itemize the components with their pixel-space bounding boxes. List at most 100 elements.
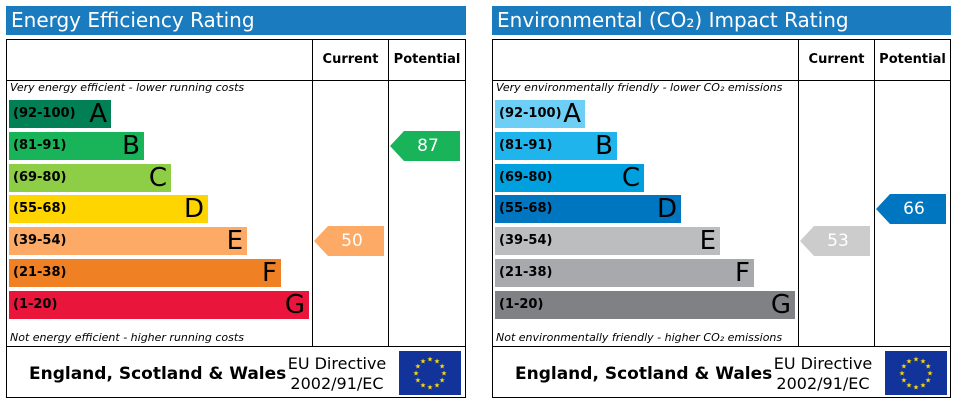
band-c: (69-80) C bbox=[9, 162, 171, 193]
star-icon: ★ bbox=[913, 384, 919, 392]
divider bbox=[874, 40, 875, 346]
potential-header: Potential bbox=[879, 52, 946, 67]
star-icon: ★ bbox=[427, 356, 433, 364]
band-letter: G bbox=[770, 289, 791, 320]
band-range: (92-100) bbox=[499, 106, 562, 121]
band-range: (21-38) bbox=[13, 265, 67, 280]
band-b: (81-91) B bbox=[9, 130, 144, 161]
star-icon: ★ bbox=[434, 382, 440, 390]
divider bbox=[493, 346, 950, 347]
band-e: (39-54) E bbox=[9, 226, 247, 257]
band-letter: G bbox=[284, 289, 305, 320]
potential-rating-arrow: 87 bbox=[390, 130, 460, 161]
band-range: (69-80) bbox=[499, 169, 553, 185]
current-rating-value: 50 bbox=[341, 231, 363, 252]
band-letter: A bbox=[563, 99, 581, 129]
chart-title: Energy Efficiency Rating bbox=[6, 6, 466, 35]
star-icon: ★ bbox=[427, 384, 433, 392]
eu-flag-icon: ★ ★ ★ ★ ★ ★ ★ ★ ★ ★ ★ ★ bbox=[399, 351, 461, 395]
potential-rating-value: 66 bbox=[903, 199, 925, 220]
eu-stars-icon: ★ ★★★★★★★★★★★ bbox=[413, 356, 447, 392]
band-g: (1-20) G bbox=[495, 289, 795, 320]
divider bbox=[493, 80, 950, 81]
star-icon: ★ bbox=[441, 370, 447, 378]
band-letter: B bbox=[122, 130, 140, 161]
top-note: Very energy efficient - lower running co… bbox=[10, 81, 245, 94]
star-icon: ★ bbox=[913, 356, 919, 364]
star-icon: ★ bbox=[920, 357, 926, 365]
band-range: (55-68) bbox=[499, 201, 553, 217]
star-icon: ★ bbox=[434, 357, 440, 365]
band-range: (81-91) bbox=[13, 137, 67, 153]
star-icon: ★ bbox=[925, 363, 931, 371]
band-letter: C bbox=[148, 162, 167, 193]
band-c: (69-80) C bbox=[495, 163, 644, 192]
star-icon: ★ bbox=[420, 382, 426, 390]
potential-rating-arrow: 66 bbox=[876, 194, 946, 225]
current-header: Current bbox=[808, 52, 865, 67]
band-range: (55-68) bbox=[13, 201, 67, 217]
divider bbox=[388, 40, 389, 346]
band-letter: B bbox=[595, 130, 613, 161]
divider bbox=[7, 346, 465, 347]
band-f: (21-38) F bbox=[9, 259, 281, 287]
band-range: (39-54) bbox=[499, 233, 553, 249]
directive-line-1: EU Directive bbox=[773, 354, 873, 373]
chart-box: Current Potential Very environmentally f… bbox=[492, 39, 951, 398]
bottom-note: Not environmentally friendly - higher CO… bbox=[496, 331, 783, 344]
star-icon: ★ bbox=[439, 363, 445, 371]
star-icon: ★ bbox=[901, 377, 907, 385]
star-icon: ★ bbox=[439, 377, 445, 385]
band-range: (39-54) bbox=[13, 233, 67, 249]
eu-directive: EU Directive 2002/91/EC bbox=[287, 354, 387, 394]
band-letter: F bbox=[262, 258, 277, 288]
star-icon: ★ bbox=[901, 363, 907, 371]
band-d: (55-68) D bbox=[9, 194, 208, 225]
environmental-impact-panel: Environmental (CO₂) Impact Rating Curren… bbox=[492, 6, 951, 398]
star-icon: ★ bbox=[413, 370, 419, 378]
divider bbox=[798, 40, 799, 346]
current-rating-arrow: 50 bbox=[314, 226, 384, 257]
band-f: (21-38) F bbox=[495, 259, 754, 287]
band-letter: F bbox=[735, 258, 750, 288]
top-note: Very environmentally friendly - lower CO… bbox=[496, 81, 783, 94]
band-b: (81-91) B bbox=[495, 130, 617, 161]
star-icon: ★ bbox=[920, 382, 926, 390]
band-letter: E bbox=[226, 226, 243, 257]
star-icon: ★ bbox=[899, 370, 905, 378]
current-header: Current bbox=[322, 52, 379, 67]
star-icon: ★ bbox=[415, 377, 421, 385]
energy-efficiency-panel: Energy Efficiency Rating Current Potenti… bbox=[6, 6, 466, 398]
eu-directive: EU Directive 2002/91/EC bbox=[773, 354, 873, 394]
band-range: (1-20) bbox=[499, 296, 544, 312]
band-a: (92-100) A bbox=[495, 100, 585, 128]
band-range: (21-38) bbox=[499, 265, 553, 280]
potential-rating-value: 87 bbox=[417, 135, 439, 156]
band-letter: D bbox=[656, 194, 677, 225]
current-rating-value: 53 bbox=[827, 231, 849, 252]
bottom-note: Not energy efficient - higher running co… bbox=[10, 331, 244, 344]
footer-region: England, Scotland & Wales bbox=[29, 364, 287, 384]
chart-title: Environmental (CO₂) Impact Rating bbox=[492, 6, 951, 35]
potential-header: Potential bbox=[393, 52, 461, 67]
star-icon: ★ bbox=[420, 357, 426, 365]
directive-line-2: 2002/91/EC bbox=[290, 374, 384, 393]
divider bbox=[7, 80, 465, 81]
band-d: (55-68) D bbox=[495, 194, 681, 225]
eu-stars-icon: ★ ★★★★★★★★★★★ bbox=[899, 356, 933, 392]
footer-region: England, Scotland & Wales bbox=[515, 364, 773, 384]
current-rating-arrow: 53 bbox=[800, 226, 870, 257]
star-icon: ★ bbox=[906, 382, 912, 390]
band-letter: A bbox=[89, 99, 107, 129]
band-letter: D bbox=[183, 194, 204, 225]
star-icon: ★ bbox=[906, 357, 912, 365]
band-a: (92-100) A bbox=[9, 100, 111, 128]
band-e: (39-54) E bbox=[495, 226, 720, 257]
divider bbox=[312, 40, 313, 346]
band-letter: E bbox=[699, 226, 716, 257]
star-icon: ★ bbox=[925, 377, 931, 385]
directive-line-2: 2002/91/EC bbox=[776, 374, 870, 393]
band-range: (81-91) bbox=[499, 137, 553, 153]
band-range: (92-100) bbox=[13, 106, 76, 121]
star-icon: ★ bbox=[415, 363, 421, 371]
